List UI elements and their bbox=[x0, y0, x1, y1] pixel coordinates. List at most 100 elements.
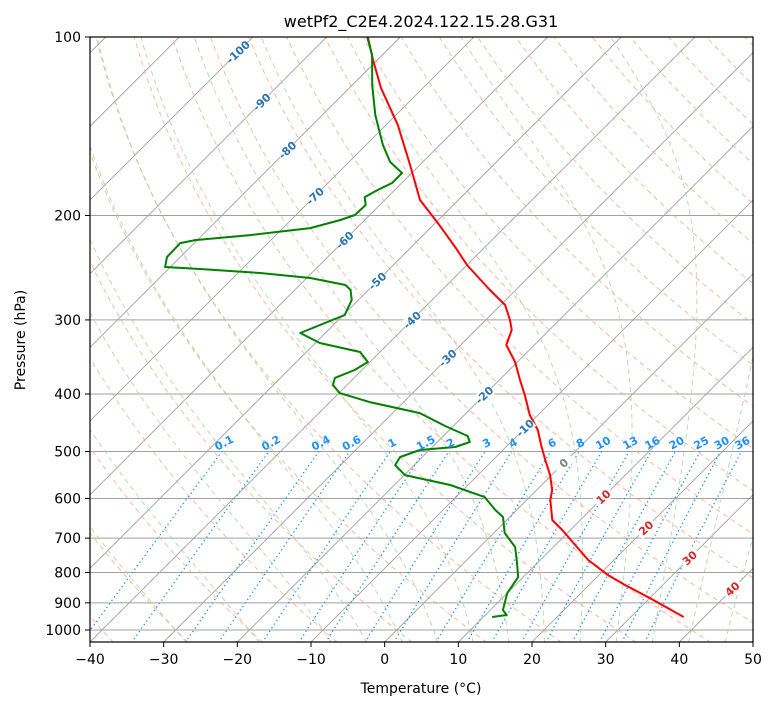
x-tick-label: 20 bbox=[523, 652, 541, 668]
x-tick-label: 0 bbox=[380, 652, 389, 668]
line-labels: 0.1 0.2 0.4 0.6 1 1.5 2 3 4 6 8 10 13 16 20 25 30 36-100-… bbox=[213, 38, 753, 601]
mixing-ratio-line bbox=[218, 451, 351, 642]
dry-adiabat-line bbox=[667, 37, 753, 126]
dry-adiabat-line bbox=[95, 37, 562, 642]
mixing-ratio-line bbox=[131, 451, 270, 642]
dry-adiabat-line bbox=[90, 150, 488, 642]
x-tick-label: −30 bbox=[149, 652, 179, 668]
y-tick-label: 600 bbox=[54, 491, 81, 507]
mixing-ratio-line bbox=[184, 451, 320, 642]
isotherm-line bbox=[90, 37, 475, 422]
isotherm-label-background bbox=[513, 416, 537, 440]
dry-adiabat-line bbox=[286, 37, 753, 535]
isotherm-line bbox=[163, 52, 753, 642]
moist-adiabat-line bbox=[724, 534, 753, 642]
isotherm-line bbox=[90, 37, 622, 570]
mixing-ratio-label: 0.6 bbox=[340, 433, 364, 454]
isotherm-label-background bbox=[591, 485, 615, 509]
mixing-ratio-line bbox=[491, 451, 603, 642]
dry-adiabat-line bbox=[438, 37, 753, 366]
y-tick-label: 500 bbox=[54, 444, 81, 460]
isotherm-label-background bbox=[472, 383, 496, 407]
mixing-ratio-line bbox=[521, 451, 630, 642]
dry-adiabat-line bbox=[591, 37, 753, 205]
isotherm-label: -100 bbox=[224, 38, 253, 67]
isotherm-label-background bbox=[720, 577, 744, 601]
moist-adiabat-line bbox=[260, 37, 545, 642]
isotherm-line bbox=[457, 346, 753, 642]
x-tick-label: −10 bbox=[296, 652, 326, 668]
x-tick-label: −20 bbox=[223, 652, 253, 668]
dry-adiabat-line bbox=[324, 37, 753, 492]
mixing-ratio-label: 0.2 bbox=[259, 433, 282, 454]
y-axis-label: Pressure (hPa) bbox=[13, 290, 29, 390]
moist-adiabat-line bbox=[90, 238, 368, 642]
isotherm-label-background bbox=[303, 184, 327, 208]
dry-adiabat-line bbox=[515, 37, 753, 285]
isotherm-label-background bbox=[365, 269, 389, 293]
isotherm-line bbox=[236, 125, 753, 642]
isotherm-line bbox=[90, 37, 696, 642]
x-tick-label: 50 bbox=[744, 652, 762, 668]
mixing-ratio-label: 4 bbox=[507, 435, 520, 450]
mixing-ratio-line bbox=[435, 451, 552, 642]
x-tick-label: 10 bbox=[449, 652, 467, 668]
mixing-ratio-line bbox=[298, 451, 425, 642]
moist-adiabat-line bbox=[90, 311, 332, 642]
moist-adiabat-line bbox=[346, 37, 584, 642]
dry-adiabat-line bbox=[90, 532, 189, 642]
mixing-ratio-label: 6 bbox=[546, 435, 559, 450]
y-tick-label: 300 bbox=[54, 313, 81, 329]
moist-adiabat-line bbox=[460, 37, 633, 642]
y-tick-label: 200 bbox=[54, 209, 81, 225]
chart-title: wetPf2_C2E4.2024.122.15.28.G31 bbox=[284, 12, 558, 32]
mixing-ratio-label: 1 bbox=[386, 436, 399, 451]
y-tick-label: 700 bbox=[54, 531, 81, 547]
x-tick-label: 30 bbox=[597, 652, 615, 668]
moist-adiabat-line bbox=[96, 37, 439, 642]
y-tick-label: 1000 bbox=[45, 623, 81, 639]
isotherm-label-background bbox=[275, 138, 299, 162]
y-tick-label: 900 bbox=[54, 596, 81, 612]
isotherm-label-background bbox=[333, 228, 357, 252]
mixing-ratio-label: 20 bbox=[667, 434, 687, 453]
mixing-ratio-line bbox=[598, 451, 701, 642]
plot-frame bbox=[89, 36, 754, 643]
x-tick-label: −40 bbox=[75, 652, 105, 668]
isotherm-label-background bbox=[552, 451, 576, 475]
mixing-ratio-label: 3 bbox=[480, 436, 493, 451]
isotherm-line bbox=[90, 37, 254, 201]
mixing-ratio-label: 10 bbox=[593, 434, 613, 453]
mixing-ratio-label: 36 bbox=[733, 434, 753, 453]
y-tick-label: 100 bbox=[54, 30, 81, 46]
y-tick-label: 800 bbox=[54, 566, 81, 582]
isotherm-line bbox=[90, 37, 401, 348]
mixing-ratio-label: 30 bbox=[712, 434, 732, 453]
moist-adiabat-line bbox=[90, 144, 403, 642]
isotherm-line bbox=[752, 641, 753, 642]
mixing-ratio-label: 8 bbox=[574, 436, 587, 451]
mixing-ratio-label: 0.1 bbox=[213, 433, 236, 454]
mixing-ratio-label: 13 bbox=[621, 434, 641, 453]
isotherm-line bbox=[384, 273, 753, 642]
dry-adiabat-line bbox=[770, 24, 775, 643]
dry-adiabat-line bbox=[629, 37, 753, 165]
profile-curves bbox=[164, 37, 685, 618]
dry-adiabat-line bbox=[400, 37, 753, 408]
isotherm-line bbox=[605, 494, 753, 642]
moist-adiabat-line bbox=[90, 428, 260, 642]
isotherm-label-background bbox=[400, 308, 424, 332]
mixing-ratio-line bbox=[545, 451, 652, 642]
mixing-ratio-label: 16 bbox=[643, 434, 663, 453]
isotherm-line bbox=[531, 420, 753, 642]
isotherm-label-background bbox=[634, 516, 658, 540]
isotherm-label-background bbox=[226, 40, 250, 64]
isotherm-label-background bbox=[678, 546, 702, 570]
y-tick-label: 400 bbox=[54, 387, 81, 403]
isotherm-label-background bbox=[250, 90, 274, 114]
mixing-ratio-line bbox=[261, 451, 391, 642]
mixing-ratio-label: 25 bbox=[692, 434, 712, 453]
x-axis-label: Temperature (°C) bbox=[360, 681, 482, 697]
isotherm-line bbox=[90, 37, 549, 496]
moist-adiabat-line bbox=[90, 525, 187, 642]
